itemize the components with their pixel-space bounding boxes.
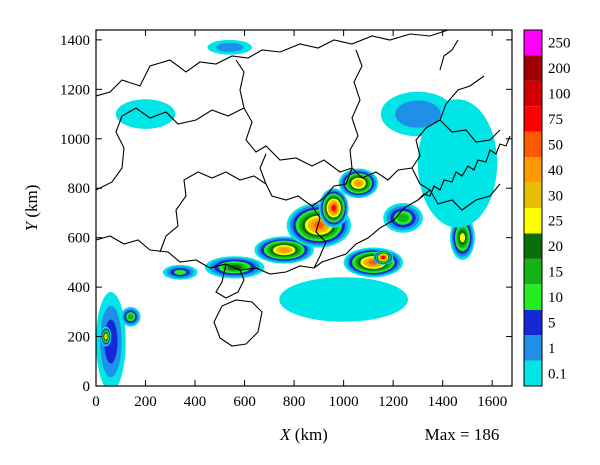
x-tick-label: 600 [233,394,256,410]
rain-cell [279,277,408,322]
rain-cell [115,99,176,129]
colorbar-frame [523,29,543,387]
colorbar-swatch [524,233,542,259]
colorbar-label: 50 [548,137,563,153]
colorbar-label: 30 [548,188,563,204]
x-tick-label: 800 [283,394,306,410]
rain-contour-level-8 [279,247,290,253]
y-tick-label: 1200 [60,82,90,98]
rain-contour-level-6 [459,232,466,243]
colorbar-swatch [524,309,542,336]
x-tick-label: 1600 [477,394,507,410]
colorbar-label: 20 [548,239,563,255]
rain-contour-level-0 [115,99,176,129]
rain-cell [383,203,423,233]
x-axis-title-unit: (km) [291,425,328,444]
colorbar-swatch [524,106,542,132]
y-tick-label: 600 [68,231,91,247]
rain-cell [207,39,252,55]
y-axis-title-unit: (km) [22,185,41,222]
x-tick-label: 200 [134,394,157,410]
rain-cell [162,264,198,280]
colorbar-swatch [524,284,542,310]
colorbar-label: 200 [548,61,571,77]
rain-contour-level-1 [395,100,441,128]
x-tick-label: 1000 [329,394,359,410]
colorbar-label: 5 [548,315,556,331]
y-tick-label: 200 [68,330,91,346]
colorbar-swatch [524,182,542,208]
colorbar-swatch [524,157,542,183]
rain-cell [254,236,314,264]
rain-cell [100,326,112,347]
x-axis: 0 200 400 600 800 1000 1200 1400 1600 [92,30,507,410]
rain-cell [373,250,394,265]
x-axis-title-var: X [279,425,291,444]
province-boundaries [96,30,511,347]
y-tick-label: 800 [68,181,91,197]
rain-contour-level-8 [355,180,362,186]
colorbar-label: 250 [548,36,571,52]
x-tick-label: 400 [184,394,207,410]
y-tick-label: 1400 [60,33,90,49]
rain-cell [120,306,141,327]
max-annotation: Max = 186 [425,425,500,444]
y-tick-label: 400 [68,280,91,296]
x-tick-label: 1200 [378,394,408,410]
rain-contour-level-10 [331,205,336,211]
x-axis-title: X (km) [279,425,328,444]
x-tick-label: 1400 [428,394,458,410]
colorbar-swatch [524,55,542,81]
rainfall-field [96,39,498,386]
rain-contour-level-0 [279,277,408,322]
rain-contour-level-3 [174,269,187,275]
y-tick-label: 0 [83,379,91,395]
colorbar-swatch [524,360,542,386]
y-axis: 0 200 400 600 800 1000 1200 1400 [60,33,512,395]
plot-frame [95,29,513,387]
colorbar-label: 0.1 [548,366,567,382]
rain-contour-level-7 [104,334,108,339]
colorbar-label: 40 [548,163,563,179]
rain-cell [343,247,404,278]
rain-contour-level-4 [397,213,409,223]
colorbar-swatch [524,335,542,361]
colorbar-swatch [524,30,542,56]
rain-cell [318,188,349,228]
colorbar-swatch [524,131,542,158]
y-axis-title: Y (km) [22,185,41,232]
rain-cell [96,292,126,386]
colorbar-swatch [524,258,542,285]
rain-cell [450,215,475,260]
colorbar-label: 100 [548,87,571,103]
rain-contour-level-4 [127,313,134,320]
y-axis-title-var: Y [22,220,41,231]
colorbar-label: 10 [548,290,563,306]
colorbar-label: 15 [548,265,563,281]
rain-cell [338,168,379,199]
colorbar-label: 1 [548,341,556,357]
colorbar-label: 75 [548,112,563,128]
y-tick-label: 1000 [60,132,90,148]
rain-contour-level-11 [381,256,385,259]
colorbar-swatch [524,208,542,234]
rain-contour-level-9 [313,221,324,229]
rain-contour-level-1 [216,42,244,52]
colorbar-label: 25 [548,214,563,230]
colorbar-swatch [524,80,542,107]
x-tick-label: 0 [92,394,100,410]
rain-cell [380,91,456,137]
